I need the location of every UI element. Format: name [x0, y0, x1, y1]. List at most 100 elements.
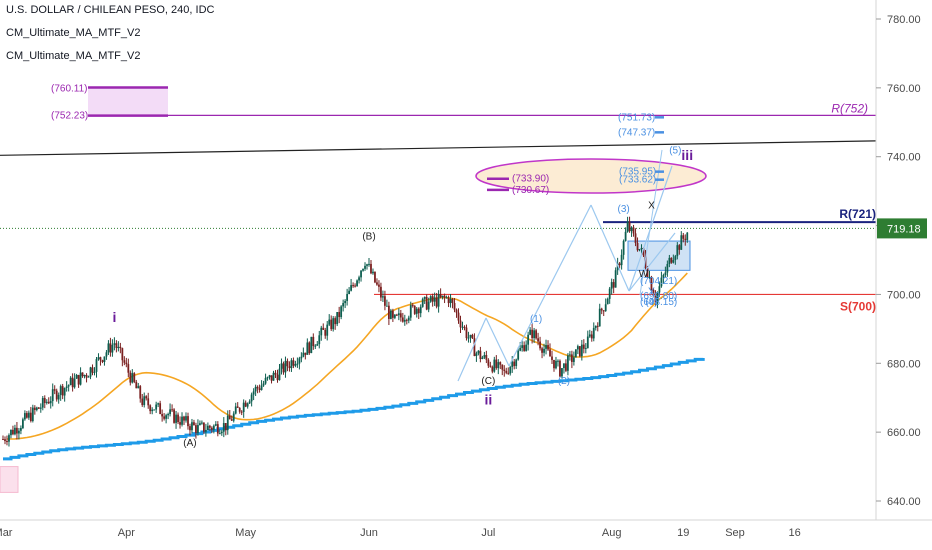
candle-body — [38, 408, 40, 409]
candle-body — [199, 423, 201, 425]
candle-body — [487, 360, 489, 366]
candle-body — [88, 377, 90, 378]
time-axis[interactable]: Mar Apr May Jun Jul Aug 19 Sep 16 — [0, 527, 801, 539]
x-tick-label: Mar — [0, 527, 13, 539]
candle-body — [420, 307, 422, 313]
candle-body — [579, 346, 581, 356]
candle-body — [267, 377, 269, 378]
candle-body — [131, 373, 133, 382]
candle-body — [583, 345, 585, 349]
candle-body — [589, 334, 591, 336]
target-zone-box[interactable] — [88, 87, 168, 114]
candle-body — [227, 416, 229, 430]
candle-body — [495, 360, 497, 368]
candle-body — [354, 286, 356, 287]
y-tick-label: 700.00 — [887, 289, 921, 301]
indicator-legend-2[interactable]: CM_Ultimate_MA_MTF_V2 — [6, 50, 140, 62]
candle-body — [322, 328, 324, 330]
candle-body — [147, 398, 149, 405]
candle-body — [239, 408, 241, 412]
candle-body — [125, 363, 127, 364]
candle-body — [66, 387, 68, 388]
candle-body — [145, 396, 147, 398]
candle-body — [26, 413, 28, 418]
candle-body — [213, 426, 215, 430]
candle-body — [414, 306, 416, 314]
candle-body — [86, 375, 88, 378]
candle-body — [402, 317, 404, 321]
indicator-legend-1[interactable]: CM_Ultimate_MA_MTF_V2 — [6, 27, 140, 39]
candle-body — [519, 348, 521, 351]
x-tick-label: Aug — [602, 527, 622, 539]
candle-body — [205, 430, 207, 432]
candle-body — [259, 388, 261, 390]
candle-body — [201, 423, 203, 424]
candle-body — [509, 367, 511, 374]
candle-body — [275, 373, 277, 375]
candle-body — [503, 370, 505, 371]
candle-body — [472, 335, 474, 338]
candle-body — [340, 306, 342, 317]
candle-body — [233, 414, 235, 421]
candle-body — [235, 406, 237, 413]
candle-body — [8, 435, 10, 442]
candle-body — [221, 432, 223, 433]
candle-body — [296, 364, 298, 365]
candle-body — [72, 378, 74, 387]
candle-body — [191, 422, 193, 430]
candle-body — [478, 351, 480, 354]
price-axis[interactable]: 780.00760.00740.00720.00700.00680.00660.… — [876, 14, 927, 508]
candle-body — [593, 328, 595, 338]
candle-body — [342, 303, 344, 306]
wave-label: X — [648, 200, 655, 211]
candle-body — [464, 327, 466, 328]
resistance-label-752: R(752) — [831, 101, 868, 115]
candle-body — [493, 360, 495, 372]
candle-body — [601, 309, 603, 311]
candle-body — [470, 335, 472, 338]
candle-body — [338, 312, 340, 317]
candle-body — [273, 373, 275, 381]
candle-body — [627, 222, 629, 232]
candle-body — [46, 402, 48, 403]
candle-body — [460, 321, 462, 328]
candle-body — [531, 330, 533, 338]
candle-body — [80, 373, 82, 385]
y-tick-label: 760.00 — [887, 83, 921, 95]
candle-body — [412, 305, 414, 306]
resistance-label-721: R(721) — [839, 207, 876, 221]
candle-body — [418, 309, 420, 313]
candle-body — [388, 306, 390, 319]
candle-body — [261, 385, 263, 389]
candle-body — [207, 426, 209, 430]
candle-body — [549, 350, 551, 357]
candle-body — [557, 361, 559, 362]
candle-body — [217, 424, 219, 433]
candle-body — [163, 416, 165, 418]
candle-body — [400, 313, 402, 317]
candle-body — [60, 386, 62, 395]
candle-body — [676, 245, 678, 256]
y-tick-label: 680.00 — [887, 358, 921, 370]
candle-body — [106, 352, 108, 356]
candle-body — [615, 270, 617, 287]
candle-body — [324, 330, 326, 336]
candle-body — [151, 410, 153, 411]
candle-body — [336, 312, 338, 324]
fib-target-ellipse[interactable] — [476, 159, 706, 193]
candle-body — [404, 320, 406, 322]
candle-body — [98, 357, 100, 359]
candle-body — [623, 241, 625, 255]
candle-body — [193, 422, 195, 425]
candle-body — [448, 297, 450, 303]
candle-body — [446, 297, 448, 298]
candle-body — [215, 424, 217, 426]
wave-label: (B) — [362, 231, 375, 242]
candle-body — [6, 441, 8, 442]
candle-body — [684, 239, 686, 240]
candle-body — [535, 330, 537, 338]
candle-body — [352, 285, 354, 286]
candle-body — [408, 318, 410, 321]
candle-body — [380, 287, 382, 298]
